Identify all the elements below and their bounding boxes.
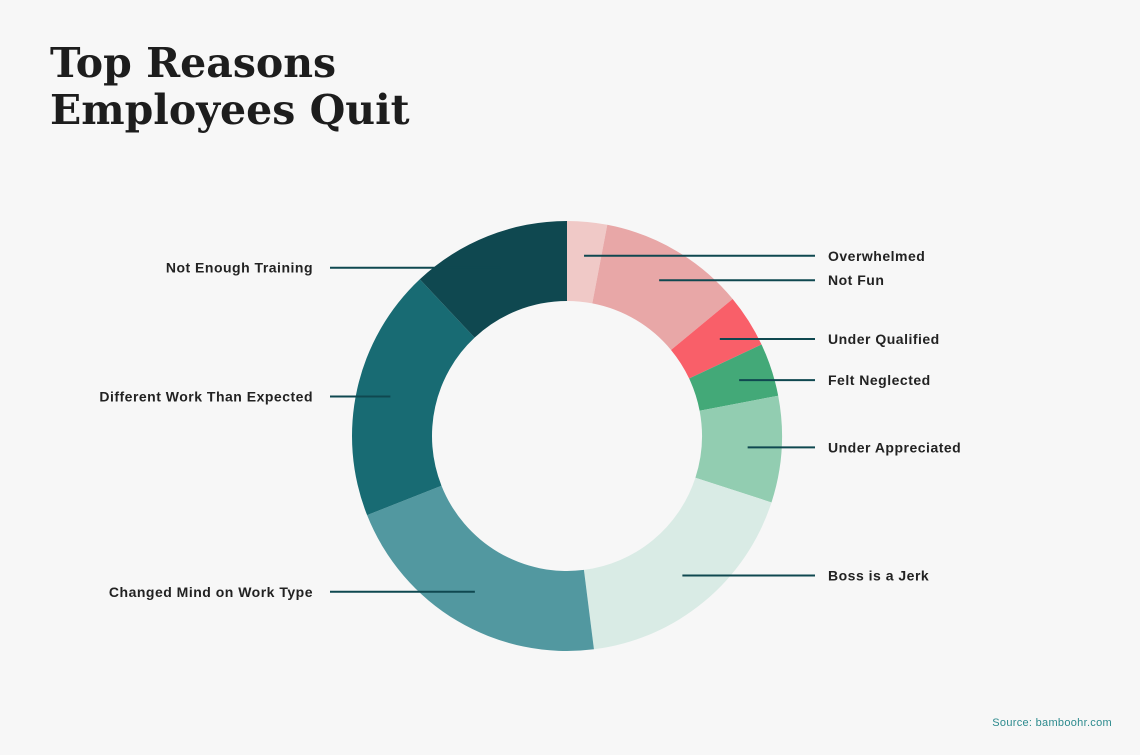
chart-title: Top Reasons Employees Quit bbox=[50, 40, 410, 134]
slice-label-different-work-than-expected: Different Work Than Expected bbox=[99, 389, 313, 405]
slice-label-under-qualified: Under Qualified bbox=[828, 331, 940, 347]
slice-label-not-fun: Not Fun bbox=[828, 272, 884, 288]
slice-overwhelmed bbox=[567, 221, 608, 304]
slice-different-work-than-expected bbox=[351, 279, 475, 516]
slice-under-appreciated bbox=[695, 395, 782, 503]
slice-label-not-enough-training: Not Enough Training bbox=[166, 260, 313, 276]
leader-lines bbox=[330, 254, 815, 593]
slice-felt-neglected bbox=[689, 344, 779, 411]
slice-label-overwhelmed: Overwhelmed bbox=[828, 248, 925, 264]
chart-title-line-1: Top Reasons bbox=[50, 39, 337, 87]
source-note: Source: bamboohr.com bbox=[992, 717, 1112, 729]
chart-title-line-2: Employees Quit bbox=[50, 86, 410, 134]
slice-changed-mind-on-work-type bbox=[367, 485, 594, 651]
slice-label-under-appreciated: Under Appreciated bbox=[828, 439, 961, 455]
slice-under-qualified bbox=[671, 298, 762, 379]
slice-label-changed-mind-on-work-type: Changed Mind on Work Type bbox=[109, 584, 313, 600]
slice-label-felt-neglected: Felt Neglected bbox=[828, 372, 931, 388]
slice-label-boss-is-a-jerk: Boss is a Jerk bbox=[828, 567, 929, 583]
slice-boss-is-a-jerk bbox=[583, 477, 772, 650]
donut-slices bbox=[351, 221, 782, 651]
slice-labels: Overwhelmed Not Fun Under Qualified Felt Ne… bbox=[99, 248, 961, 600]
slice-not-enough-training bbox=[419, 221, 567, 338]
